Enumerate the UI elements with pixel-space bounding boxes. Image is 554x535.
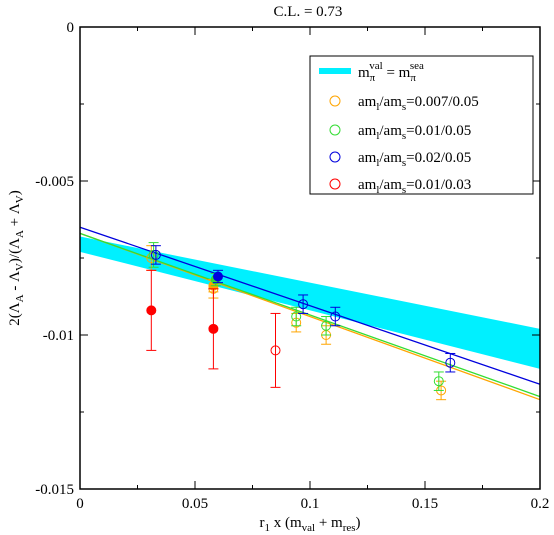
plot-area [79, 226, 541, 401]
point-s3-filled-1-marker [208, 323, 219, 334]
point-s2-filled-0-marker [213, 271, 223, 282]
chart-title: C.L. = 0.73 [274, 4, 343, 20]
legend-box [309, 55, 534, 195]
y-tick-label: 0 [67, 20, 75, 36]
point-s1-open-0-marker [148, 249, 159, 260]
point-s3-open-0 [270, 312, 281, 388]
point-s2-open-1 [298, 294, 309, 314]
x-tick-label: 0.05 [182, 496, 208, 512]
legend-marker-0.02-0.05 [329, 151, 341, 163]
point-s2-filled-0 [213, 269, 223, 284]
x-axis-title: r1 x (mval + mres) [259, 515, 360, 534]
point-s1-open-1-marker [291, 311, 302, 322]
fit-line-2 [79, 226, 541, 385]
x-tick-label: 0.1 [301, 496, 320, 512]
point-s2-open-0 [150, 245, 161, 265]
legend-band-swatch [319, 68, 351, 74]
legend-label-0.01-0.05: aml/ams=0.01/0.05 [358, 123, 471, 142]
point-s2-open-3 [445, 352, 456, 373]
point-s1-open-0 [148, 242, 159, 268]
x-tick-label: 0 [76, 496, 84, 512]
legend-marker-0.01-0.03 [329, 178, 341, 190]
legend-label-0.02-0.05: aml/ams=0.02/0.05 [358, 150, 471, 169]
point-s2-open-3-marker [445, 357, 456, 368]
point-s2-open-2-marker [330, 311, 341, 322]
y-axis-title: 2(ΛA - ΛV)/(ΛA + ΛV) [7, 190, 26, 325]
point-s3-open-0-marker [270, 345, 281, 356]
x-tick-label: 0.2 [531, 496, 550, 512]
legend: mπval = mπsea aml/ams=0.007/0.05 aml/ams… [309, 55, 534, 196]
point-s2-open-2 [330, 306, 341, 327]
legend-band-label: mπval = mπsea [358, 60, 424, 84]
point-s2-open-1-marker [298, 299, 309, 310]
point-s2-open-0-marker [150, 249, 161, 260]
y-tick-label: -0.005 [35, 174, 74, 190]
x-tick-label: 0.15 [412, 496, 438, 512]
point-s3-filled-0 [146, 269, 157, 351]
x-axis-ticks: 0 0.05 0.1 0.15 0.2 [76, 27, 549, 512]
fit-line-1 [79, 232, 541, 398]
y-tick-label: -0.01 [43, 328, 74, 344]
band-mval-eq-msea [80, 236, 540, 369]
legend-label-0.01-0.03: aml/ams=0.01/0.03 [358, 177, 471, 196]
y-axis-ticks: 0 -0.005 -0.01 -0.015 [35, 20, 540, 498]
point-s3-filled-0-marker [146, 305, 157, 316]
legend-marker-0.01-0.05 [329, 124, 341, 136]
point-s1-open-3 [433, 371, 444, 391]
y-tick-label: -0.015 [35, 482, 74, 498]
point-s3-filled-1 [208, 288, 219, 370]
legend-marker-0.007-0.05 [329, 95, 341, 107]
legend-label-0.007-0.05: aml/ams=0.007/0.05 [358, 94, 479, 113]
point-s1-open-3-marker [433, 376, 444, 387]
